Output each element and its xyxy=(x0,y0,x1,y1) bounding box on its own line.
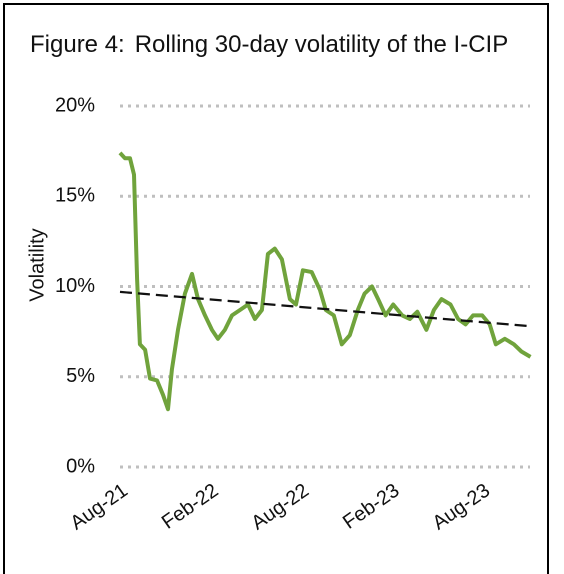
y-tick-label: 0% xyxy=(66,455,95,477)
y-tick-label: 15% xyxy=(55,185,95,207)
trend-line xyxy=(119,290,531,328)
y-axis-label: Volatility xyxy=(26,228,48,301)
y-tick-label: 5% xyxy=(66,365,95,387)
x-tick-label: Aug-23 xyxy=(429,479,494,534)
data-line xyxy=(118,151,532,412)
frame xyxy=(3,3,549,574)
header: Figure 4: Rolling 30-day volatility of t… xyxy=(30,28,520,62)
x-tick-label: Aug-21 xyxy=(66,479,131,534)
x-tick-label: Aug-22 xyxy=(248,479,313,534)
figure-label: Figure 4: xyxy=(30,31,125,58)
x-tick-label: Feb-23 xyxy=(339,479,404,533)
x-tick-label: Feb-22 xyxy=(158,479,223,533)
chart-title: Rolling 30-day volatility of the I-CIP xyxy=(134,31,509,58)
y-tick-label: 10% xyxy=(55,275,95,297)
y-tick-label: 20% xyxy=(55,94,95,116)
